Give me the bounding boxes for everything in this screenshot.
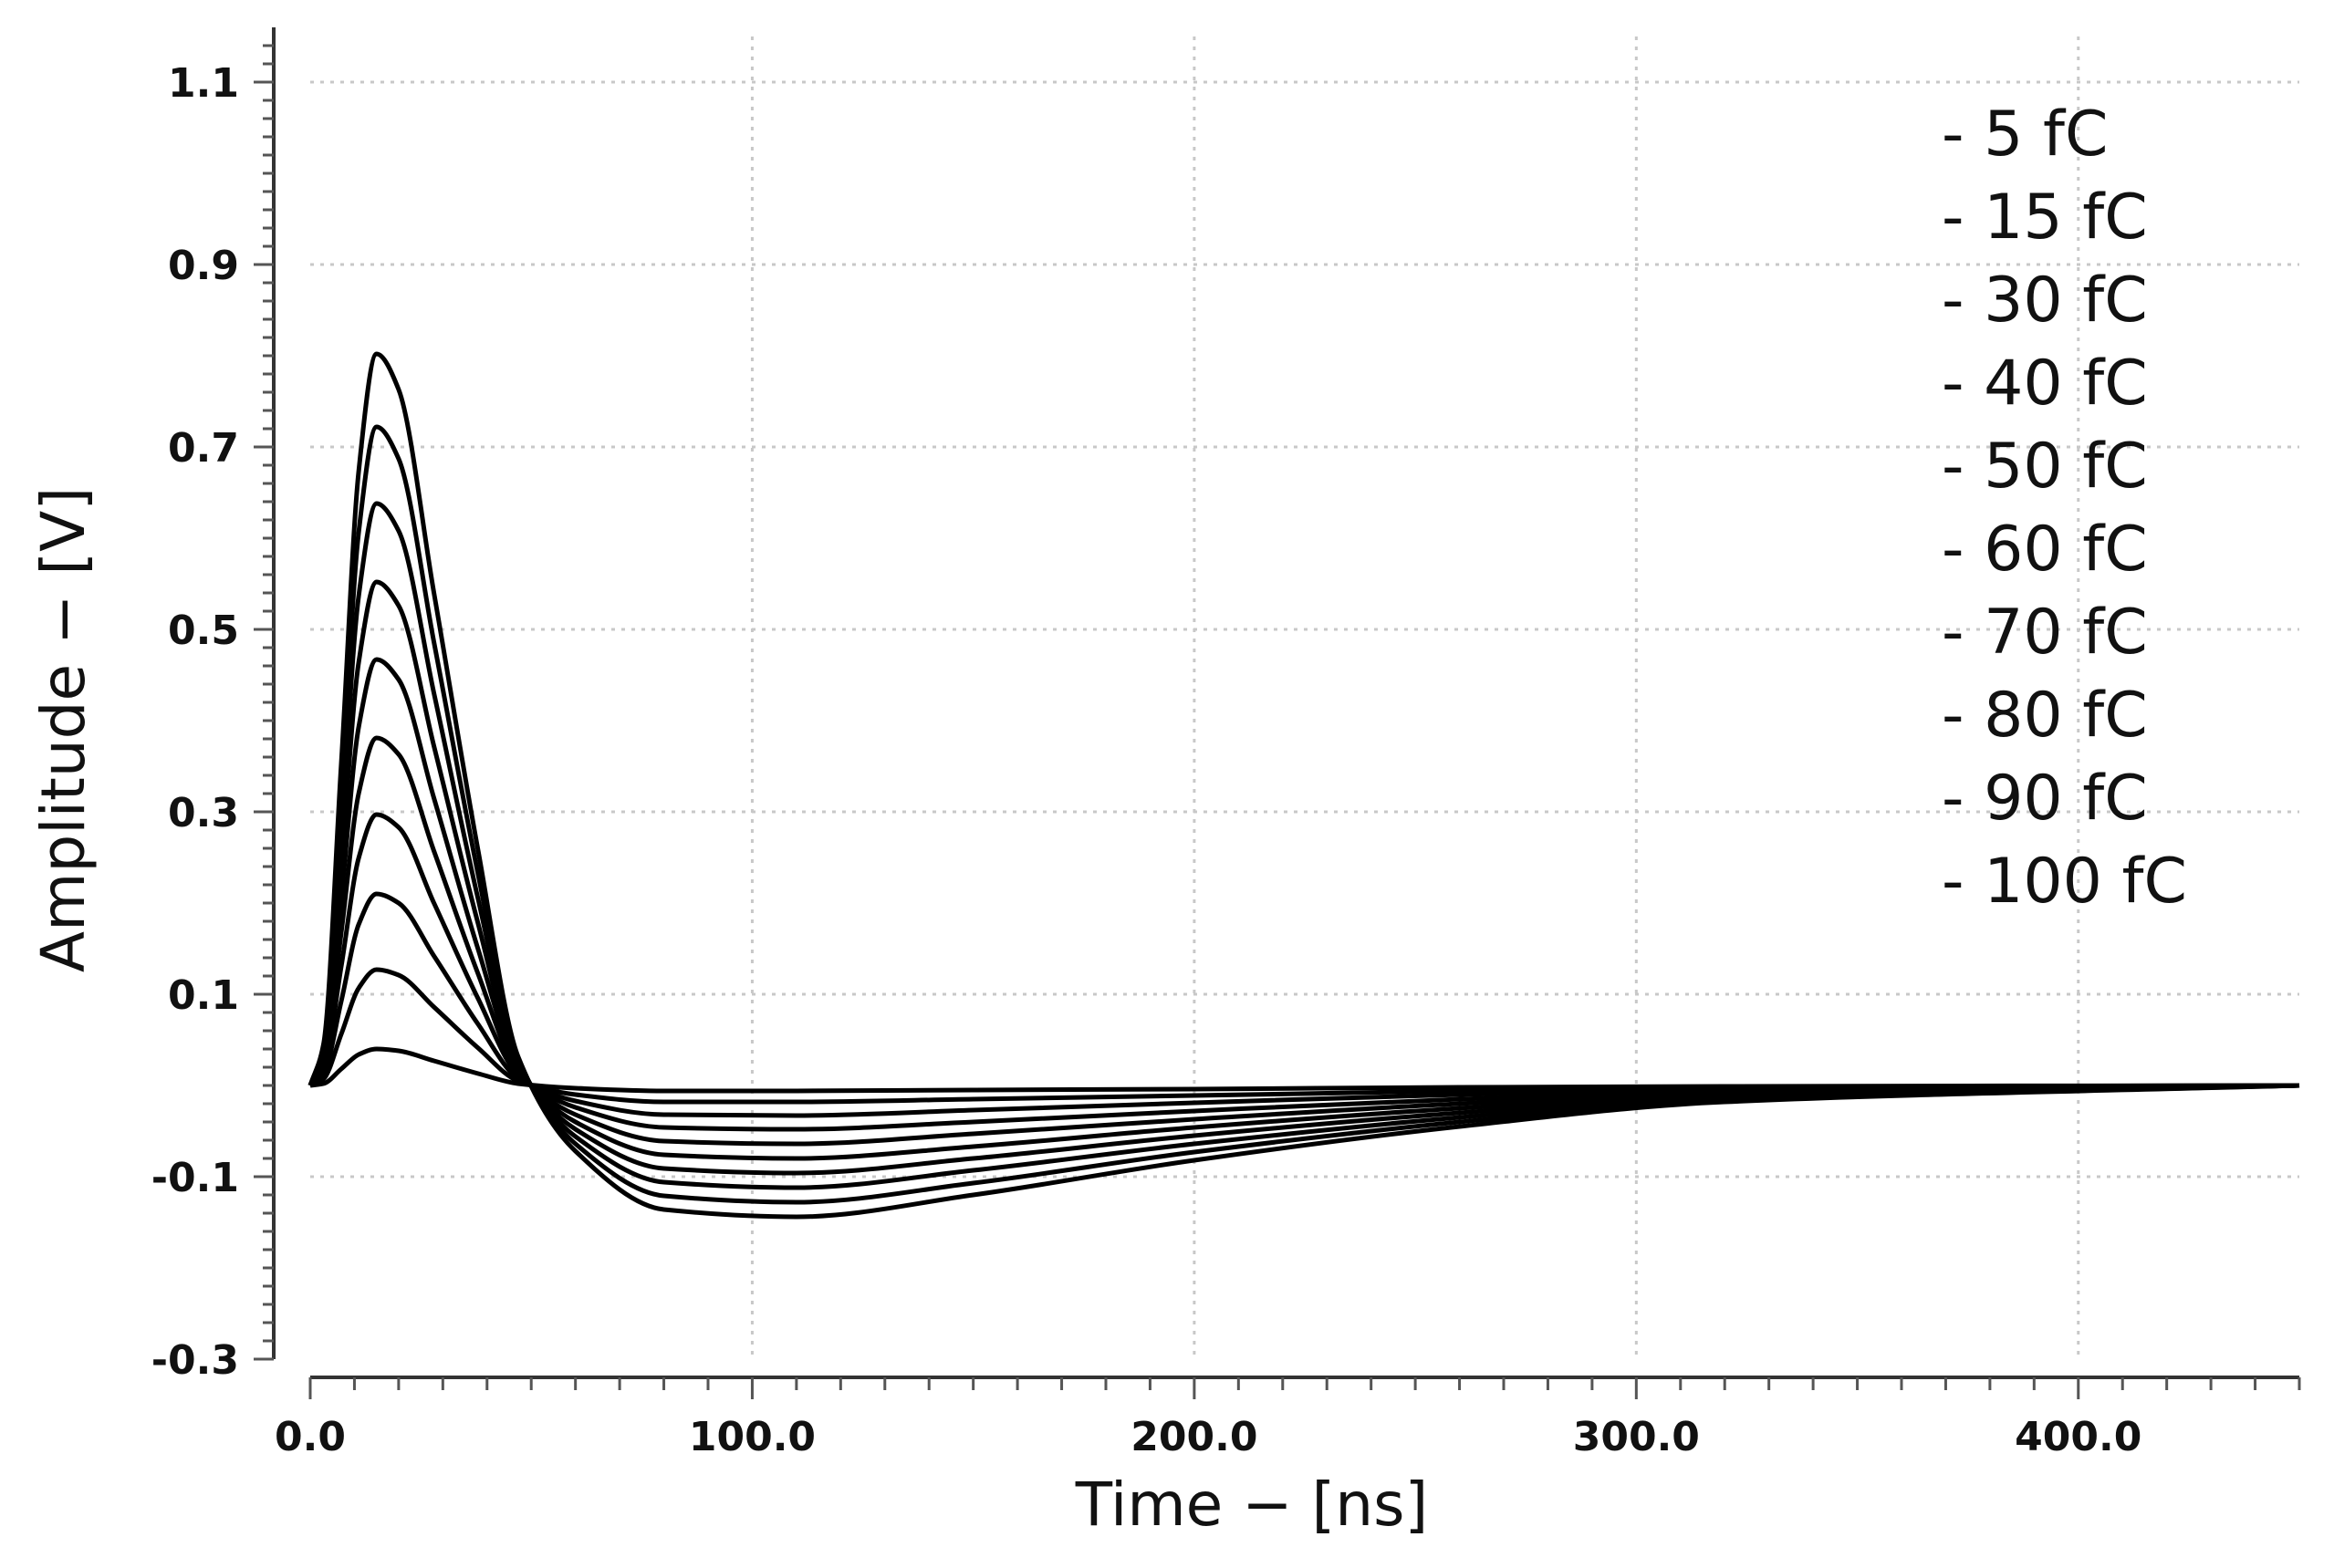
legend-entry: - 80 fC xyxy=(1942,680,2148,752)
y-axis-title: Amplitude − [V] xyxy=(28,487,99,972)
y-tick-label: 0.3 xyxy=(168,790,239,836)
y-tick-label: 0.7 xyxy=(168,425,239,472)
grid-layer xyxy=(310,36,2299,1359)
series-line-1 xyxy=(308,967,2300,1105)
legend-entry: - 5 fC xyxy=(1942,99,2108,171)
axis-layer: -0.3 -0.1 0.1 0.3 0.5 0.7 0.9 1.1 0.0 100.0 200.0 3… xyxy=(151,27,2301,1460)
x-tick-label: 0.0 xyxy=(275,1414,346,1460)
y-tick-label: -0.1 xyxy=(151,1155,239,1201)
x-tick-label: 200.0 xyxy=(1131,1414,1257,1460)
series-line-2 xyxy=(308,891,2300,1118)
series-line-7 xyxy=(307,501,2300,1190)
legend-entry: - 100 fC xyxy=(1942,846,2187,918)
legend: - 5 fC - 15 fC - 30 fC - 40 fC - 50 fC - 60 f… xyxy=(1942,99,2187,918)
legend-entry: - 60 fC xyxy=(1942,514,2148,586)
legend-entry: - 15 fC xyxy=(1942,182,2148,254)
y-tick-label: 0.5 xyxy=(168,607,239,654)
legend-entry: - 90 fC xyxy=(1942,763,2148,835)
series-line-6 xyxy=(307,579,2300,1176)
legend-entry: - 50 fC xyxy=(1942,431,2148,503)
series-line-3 xyxy=(308,812,2300,1132)
series-layer xyxy=(307,351,2300,1220)
y-tick-label: 0.9 xyxy=(168,243,239,289)
legend-entry: - 70 fC xyxy=(1942,597,2148,669)
series-line-5 xyxy=(307,657,2300,1161)
legend-entry: - 30 fC xyxy=(1942,265,2148,337)
x-tick-label: 300.0 xyxy=(1573,1414,1700,1460)
x-axis-title: Time − [ns] xyxy=(1075,1469,1429,1540)
y-tick-label: -0.3 xyxy=(151,1337,239,1384)
series-line-8 xyxy=(307,424,2300,1205)
y-tick-label: 1.1 xyxy=(168,60,239,107)
legend-entry: - 40 fC xyxy=(1942,348,2148,420)
x-tick-label: 100.0 xyxy=(689,1414,816,1460)
series-line-9 xyxy=(307,351,2300,1220)
y-tick-label: 0.1 xyxy=(168,972,239,1019)
series-line-4 xyxy=(307,735,2300,1147)
x-tick-label: 400.0 xyxy=(2015,1414,2141,1460)
